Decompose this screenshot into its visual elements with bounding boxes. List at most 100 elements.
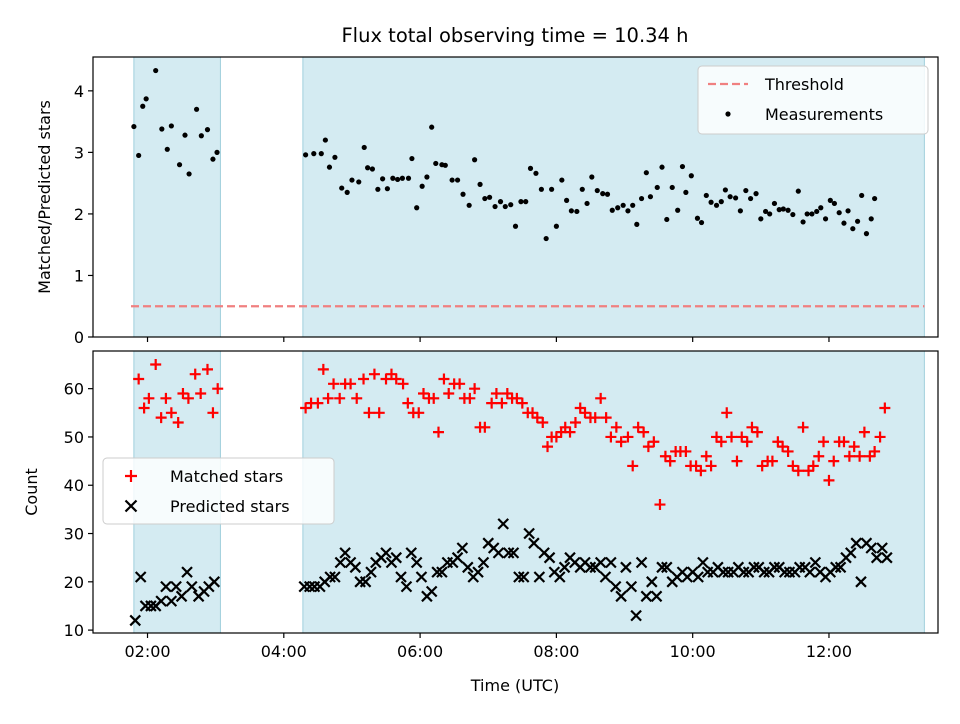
predicted-star-point <box>554 571 566 583</box>
predicted-star-point <box>134 571 147 583</box>
matched-star-point <box>559 421 571 433</box>
matched-star-point <box>858 426 870 438</box>
measurement-point <box>442 162 448 168</box>
predicted-star-point <box>599 571 612 583</box>
matched-star-point <box>486 397 498 409</box>
axes-frame <box>92 350 939 634</box>
matched-star-point <box>731 455 743 467</box>
matched-star-point <box>438 373 450 385</box>
matched-star-point <box>807 460 819 472</box>
measurement-point <box>863 231 870 237</box>
measurement-point <box>615 205 621 211</box>
measurement-point <box>527 165 534 171</box>
matched-star-point <box>579 407 591 419</box>
legend-box <box>102 457 335 525</box>
measurement-point <box>634 221 640 227</box>
measurement-point <box>318 151 324 157</box>
predicted-star-point <box>620 561 632 574</box>
predicted-star-point <box>436 566 448 578</box>
matched-star-point <box>715 436 727 448</box>
matched-star-point <box>869 445 881 457</box>
matched-star-point <box>516 397 528 409</box>
measurement-point <box>322 137 328 143</box>
measurement-point <box>630 202 636 208</box>
predicted-star-point <box>502 547 515 559</box>
legend-matched-label: Matched stars <box>170 467 283 486</box>
predicted-star-point <box>661 561 673 574</box>
matched-star-point <box>803 465 815 477</box>
matched-star-point <box>615 436 627 448</box>
top-y-axis-label: Matched/Predicted stars <box>35 100 54 294</box>
measurement-point <box>809 211 815 217</box>
x-axis-label: Time (UTC) <box>470 676 559 695</box>
predicted-star-point <box>329 571 341 583</box>
matched-star-point <box>195 387 207 399</box>
measurement-point <box>143 96 149 102</box>
matched-star-point <box>605 431 617 443</box>
predicted-star-point <box>477 556 490 569</box>
measurement-point <box>164 146 170 152</box>
predicted-star-point <box>630 609 642 622</box>
matched-star-point <box>622 431 634 443</box>
measurement-point <box>549 186 555 192</box>
matched-star-point <box>201 363 213 375</box>
matched-star-point <box>864 450 876 462</box>
top-panel: 0 1 2 3 4 Threshold Measurements <box>74 56 939 347</box>
predicted-star-point <box>415 571 428 583</box>
measurement-point <box>814 208 820 215</box>
matched-star-point <box>165 407 177 419</box>
matched-star-point <box>711 431 723 443</box>
measurement-point <box>589 174 595 180</box>
measurement-point <box>198 133 204 139</box>
matched-star-point <box>756 460 768 472</box>
measurement-point <box>405 175 412 181</box>
measurement-point <box>737 208 743 214</box>
legend-matched-swatch <box>125 470 137 482</box>
measurement-point <box>559 177 565 183</box>
predicted-star-point <box>646 576 658 588</box>
measurement-point <box>647 194 654 200</box>
matched-star-point <box>680 445 692 457</box>
matched-star-point <box>155 412 167 424</box>
y-tick-label: 3 <box>74 143 84 162</box>
measurement-point <box>365 165 371 171</box>
predicted-star-point <box>497 518 510 530</box>
matched-star-point <box>172 416 184 428</box>
measurement-point <box>349 177 355 183</box>
predicted-star-point <box>431 566 443 578</box>
measurement-point <box>659 164 665 170</box>
measurement-point <box>872 195 878 202</box>
matched-star-point <box>792 465 804 477</box>
matched-star-point <box>537 416 549 428</box>
predicted-star-point <box>640 590 653 603</box>
measurement-point <box>854 218 861 224</box>
predicted-star-point <box>181 566 193 578</box>
predicted-star-point <box>425 585 438 598</box>
measurement-point <box>564 197 570 203</box>
measurement-point <box>518 199 524 205</box>
matched-star-point <box>705 460 717 472</box>
matched-star-point <box>469 383 481 395</box>
measurement-point <box>694 215 701 221</box>
matched-star-point <box>838 436 850 448</box>
measurement-point <box>168 123 174 129</box>
measurement-point <box>818 205 824 211</box>
measurement-point <box>543 235 549 242</box>
predicted-star-point <box>517 571 530 583</box>
measurement-point <box>131 123 137 130</box>
measurement-point <box>836 210 842 216</box>
axes-frame <box>92 56 939 338</box>
matched-star-point <box>589 412 601 424</box>
matched-star-point <box>300 402 312 414</box>
matched-star-point <box>380 373 392 385</box>
measurement-point <box>675 207 681 213</box>
legend-measurements-label: Measurements <box>765 105 883 124</box>
matched-star-point <box>746 421 758 433</box>
predicted-star-point <box>850 537 863 549</box>
matched-star-point <box>531 412 543 424</box>
measurement-point <box>332 154 338 160</box>
matched-star-point <box>328 378 340 390</box>
chart-title: Flux total observing time = 10.34 h <box>341 24 688 47</box>
measurement-point <box>454 177 461 183</box>
predicted-star-point <box>605 556 617 569</box>
